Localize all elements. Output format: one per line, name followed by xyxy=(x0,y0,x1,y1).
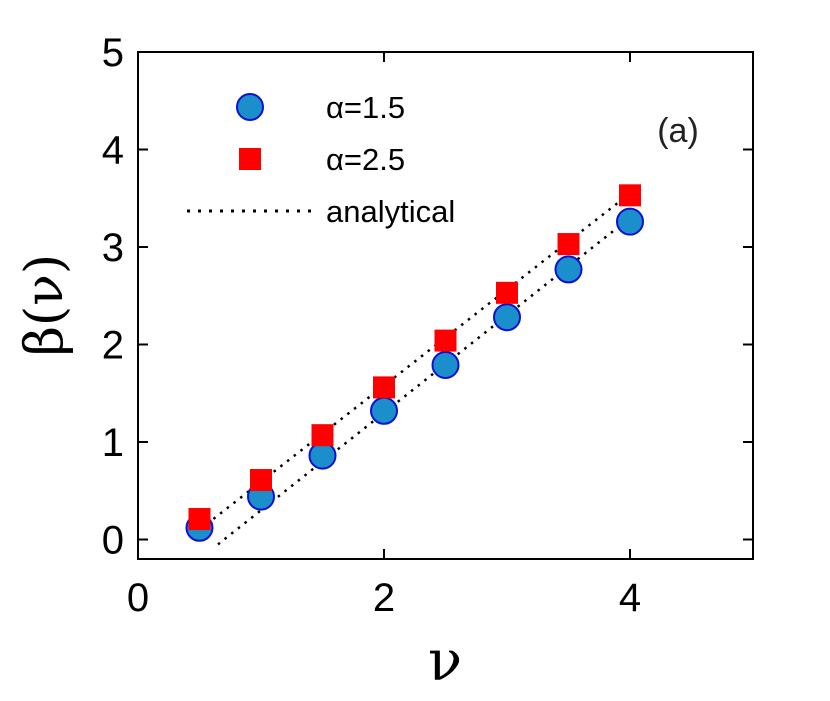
data-layer xyxy=(185,184,644,546)
data-point-alpha-1-5 xyxy=(616,207,644,236)
data-point-alpha-2-5 xyxy=(311,424,334,447)
panel-annotation: (a) xyxy=(657,112,699,150)
data-point-alpha-2-5 xyxy=(434,329,457,352)
data-point-alpha-2-5 xyxy=(188,508,211,531)
data-point-alpha-2-5 xyxy=(373,376,395,399)
x-tick-label: 4 xyxy=(619,576,641,620)
legend-label: α=1.5 xyxy=(326,90,405,125)
legend-label: α=2.5 xyxy=(326,142,405,177)
y-tick-label: 0 xyxy=(102,519,124,563)
data-point-alpha-2-5 xyxy=(557,233,580,256)
legend: α=1.5 α=2.5 analytical xyxy=(187,90,455,229)
x-axis-label: ν xyxy=(428,629,462,694)
data-point-alpha-2-5 xyxy=(250,469,272,492)
y-tick-label: 2 xyxy=(102,324,124,368)
data-point-alpha-1-5 xyxy=(370,396,398,425)
legend-marker-circle xyxy=(236,93,264,121)
data-point-alpha-2-5 xyxy=(619,184,641,207)
data-point-alpha-1-5 xyxy=(554,255,583,284)
legend-label: analytical xyxy=(326,194,455,229)
plot-frame xyxy=(137,51,754,560)
y-tick-label: 5 xyxy=(102,31,124,75)
data-point-alpha-1-5 xyxy=(431,350,460,379)
y-axis-label: β(ν) xyxy=(15,254,75,356)
data-point-alpha-2-5 xyxy=(496,281,518,304)
x-tick-label: 0 xyxy=(127,576,149,620)
y-tick-label: 1 xyxy=(102,421,124,465)
x-tick-label: 2 xyxy=(373,576,395,620)
data-point-alpha-1-5 xyxy=(493,303,521,332)
y-tick-label: 4 xyxy=(102,129,124,173)
legend-marker-square xyxy=(239,148,261,170)
axis-ticks: 0 2 4 0 1 2 3 4 5 xyxy=(102,31,753,620)
data-point-alpha-1-5 xyxy=(308,441,337,470)
y-tick-label: 3 xyxy=(102,226,124,270)
